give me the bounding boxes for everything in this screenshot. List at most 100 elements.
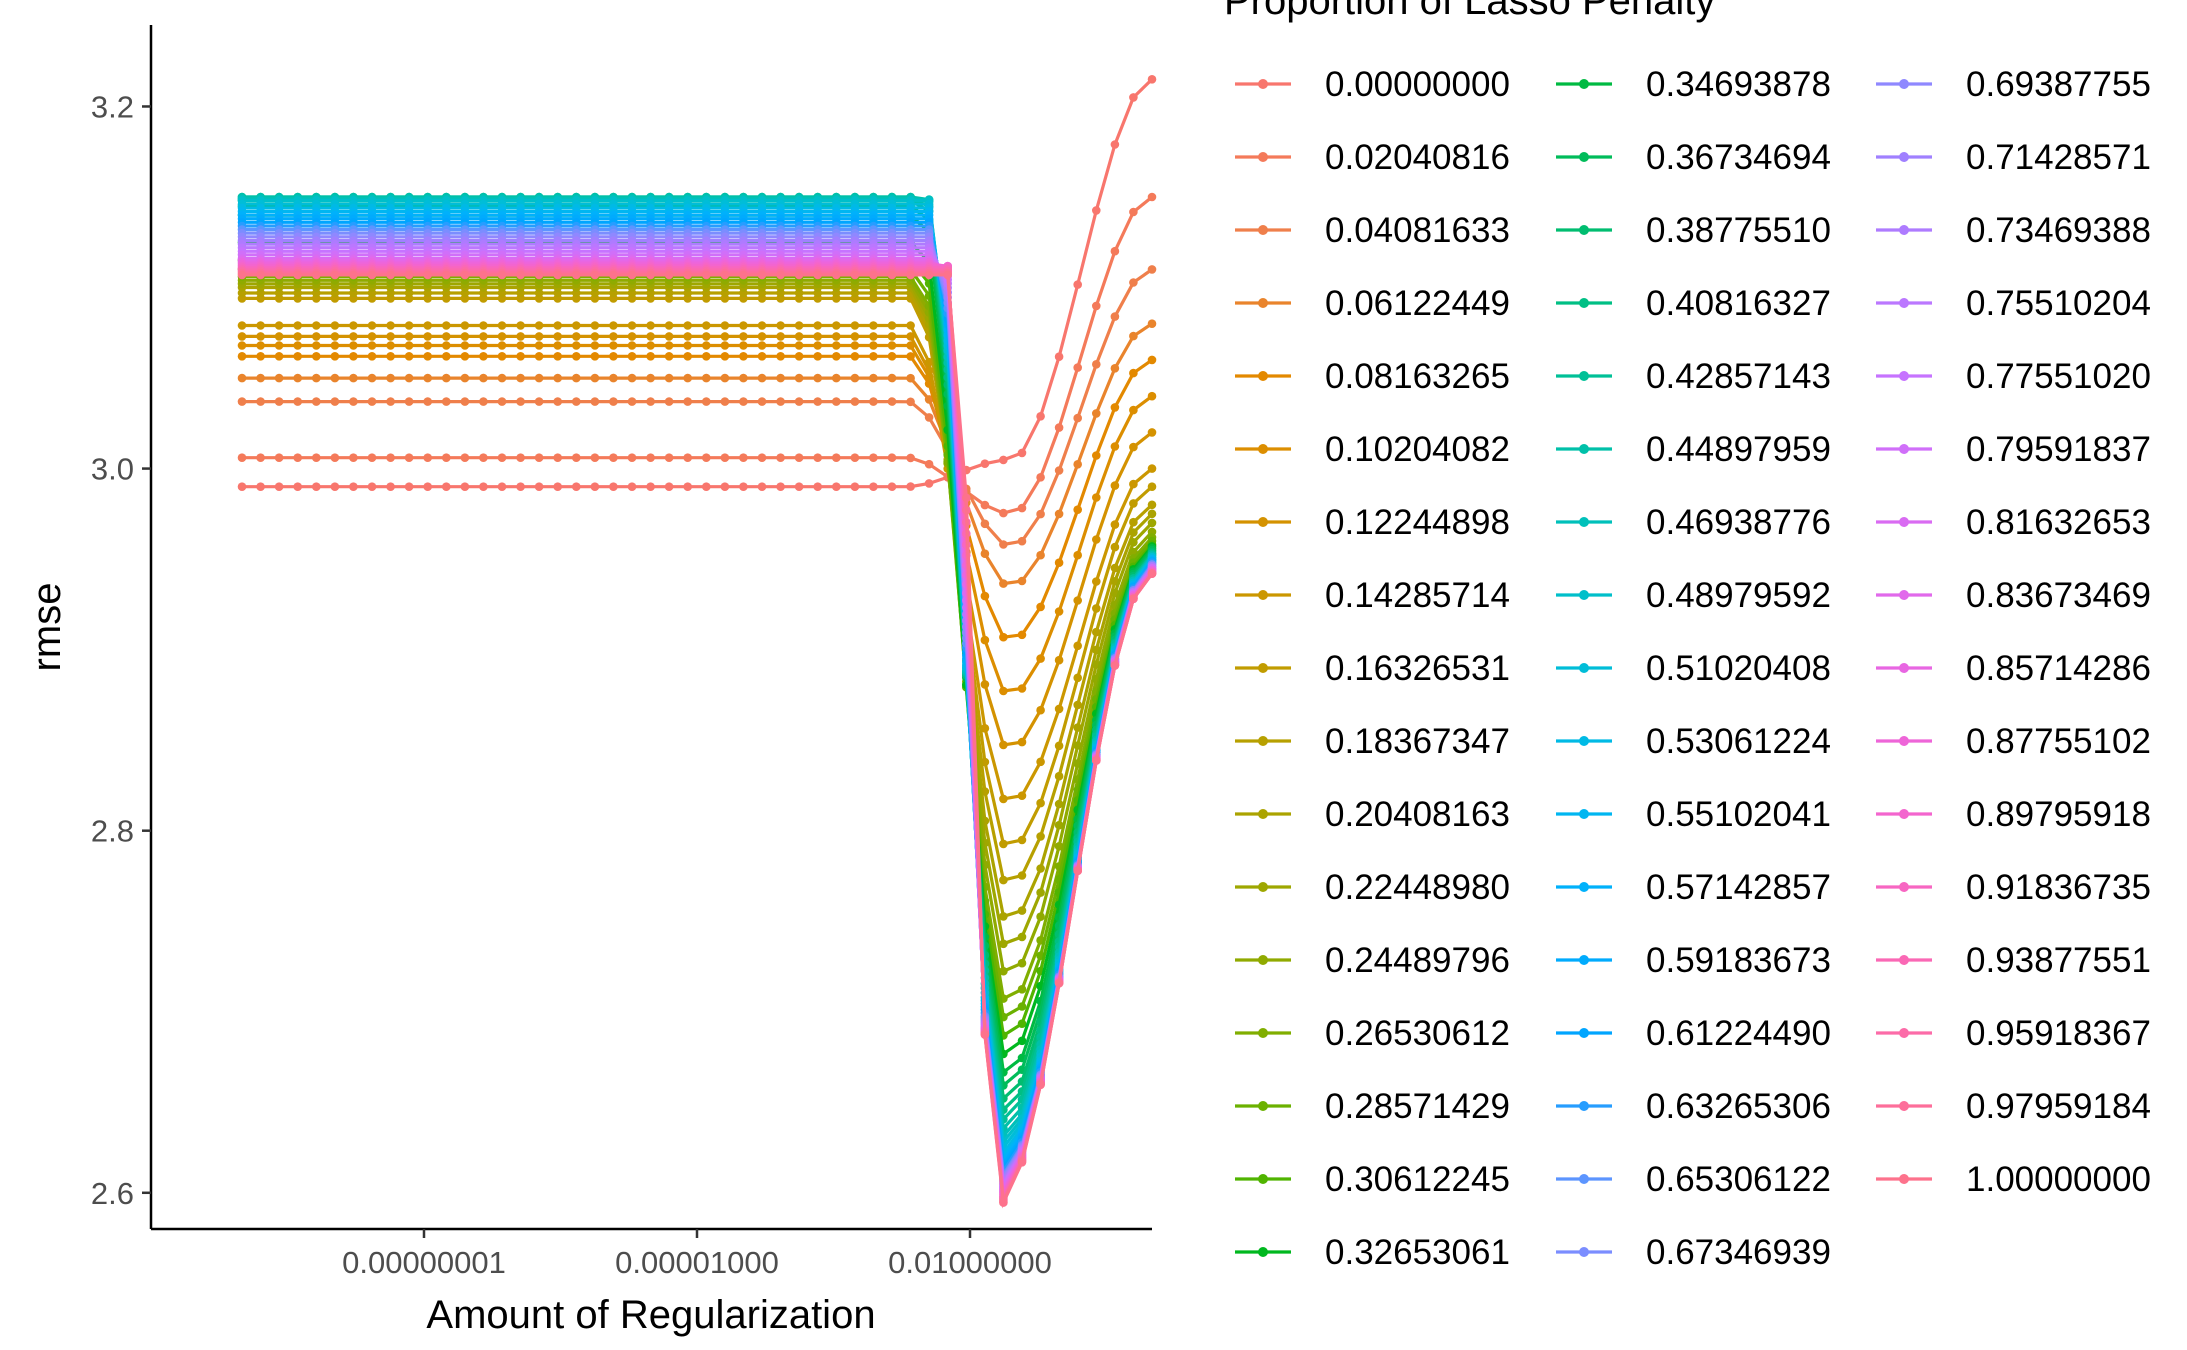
series-0.97959184 [237,268,1157,1207]
data-point [1147,482,1157,492]
data-point [757,482,767,492]
data-point [924,479,934,488]
series-0.81632653 [237,254,1157,1194]
data-point [442,321,451,330]
legend-label: 0.22448980 [1325,868,1510,907]
data-point [1017,958,1027,968]
data-point [274,341,284,350]
data-point [423,321,433,330]
legend-key-point [1258,955,1268,965]
data-point [980,680,990,689]
data-point [386,270,395,280]
data-point [1092,535,1101,544]
data-point [349,352,358,361]
data-point [330,373,340,383]
legend-item: 0.59183673 [1556,941,1831,980]
data-point [1017,536,1027,546]
series-0.79591837 [237,250,1157,1192]
legend-key-point [1899,79,1909,89]
data-point [869,397,878,406]
data-point [1017,448,1027,458]
data-point [590,373,600,383]
data-point [442,373,451,383]
data-point [1054,771,1064,781]
series-0.00000000 [237,75,1157,492]
data-point [442,453,451,463]
legend-item: 0.55102041 [1556,795,1831,834]
data-point [1147,355,1157,365]
data-point [1054,423,1064,432]
data-point [1017,576,1027,586]
data-point [813,332,822,341]
data-point [832,332,841,341]
legend-key-point [1579,955,1589,965]
data-point [442,341,451,350]
data-point [683,321,692,330]
data-point [312,397,321,406]
legend-key-point [1899,298,1909,308]
series-line [242,264,1154,1201]
data-point [497,332,507,341]
legend-item: 0.16326531 [1235,649,1510,688]
legend-label: 0.53061224 [1646,722,1831,761]
data-point [664,270,674,280]
legend-label: 0.75510204 [1966,284,2151,323]
data-point [590,321,600,330]
data-point [887,453,897,463]
legend-label: 0.91836735 [1966,868,2151,907]
data-point [850,352,860,361]
data-point [1036,1080,1045,1090]
series-line [242,269,1154,1206]
data-point [237,352,247,361]
data-point [627,270,637,280]
series-0.14285714 [237,321,1157,804]
series-line [242,285,1154,919]
legend-label: 0.18367347 [1325,722,1510,761]
data-point [1073,550,1082,560]
data-point [237,373,247,383]
data-point [1073,700,1082,710]
legend-key-point [1258,736,1268,746]
data-point [794,332,804,341]
data-point [850,341,860,350]
data-point [1036,832,1045,841]
legend-item: 0.75510204 [1876,284,2151,323]
data-point [349,453,358,463]
data-point [1073,363,1082,372]
data-point [1017,684,1027,693]
legend-item: 0.30612245 [1235,1160,1510,1199]
legend-key-point [1579,225,1589,235]
legend-item: 0.36734694 [1556,138,1831,177]
data-point [776,341,785,350]
legend-label: 0.63265306 [1646,1087,1831,1126]
data-point [572,352,581,361]
data-point [832,453,841,463]
data-point [516,397,525,406]
legend-item: 0.69387755 [1876,65,2151,104]
data-point [293,373,303,383]
data-point [330,352,340,361]
data-point [293,321,303,330]
data-point [627,321,637,330]
series-0.24489796 [237,276,1157,976]
legend-item: 0.97959184 [1876,1087,2151,1126]
data-point [460,352,470,361]
data-point [906,270,915,280]
legend-key-point [1579,590,1589,600]
data-point [1036,912,1045,921]
x-tick-label: 0.00000001 [342,1245,506,1280]
series-line [242,278,1154,974]
legend-label: 0.61224490 [1646,1014,1831,1053]
data-point [404,482,414,492]
data-point [646,332,655,341]
legend-label: 0.08163265 [1325,357,1510,396]
data-point [794,321,804,330]
data-point [627,332,637,341]
data-point [256,321,265,330]
series-1.00000000 [237,270,1157,1209]
data-point [1129,517,1138,527]
data-point [906,352,915,361]
data-point [702,341,711,350]
data-point [572,341,581,350]
